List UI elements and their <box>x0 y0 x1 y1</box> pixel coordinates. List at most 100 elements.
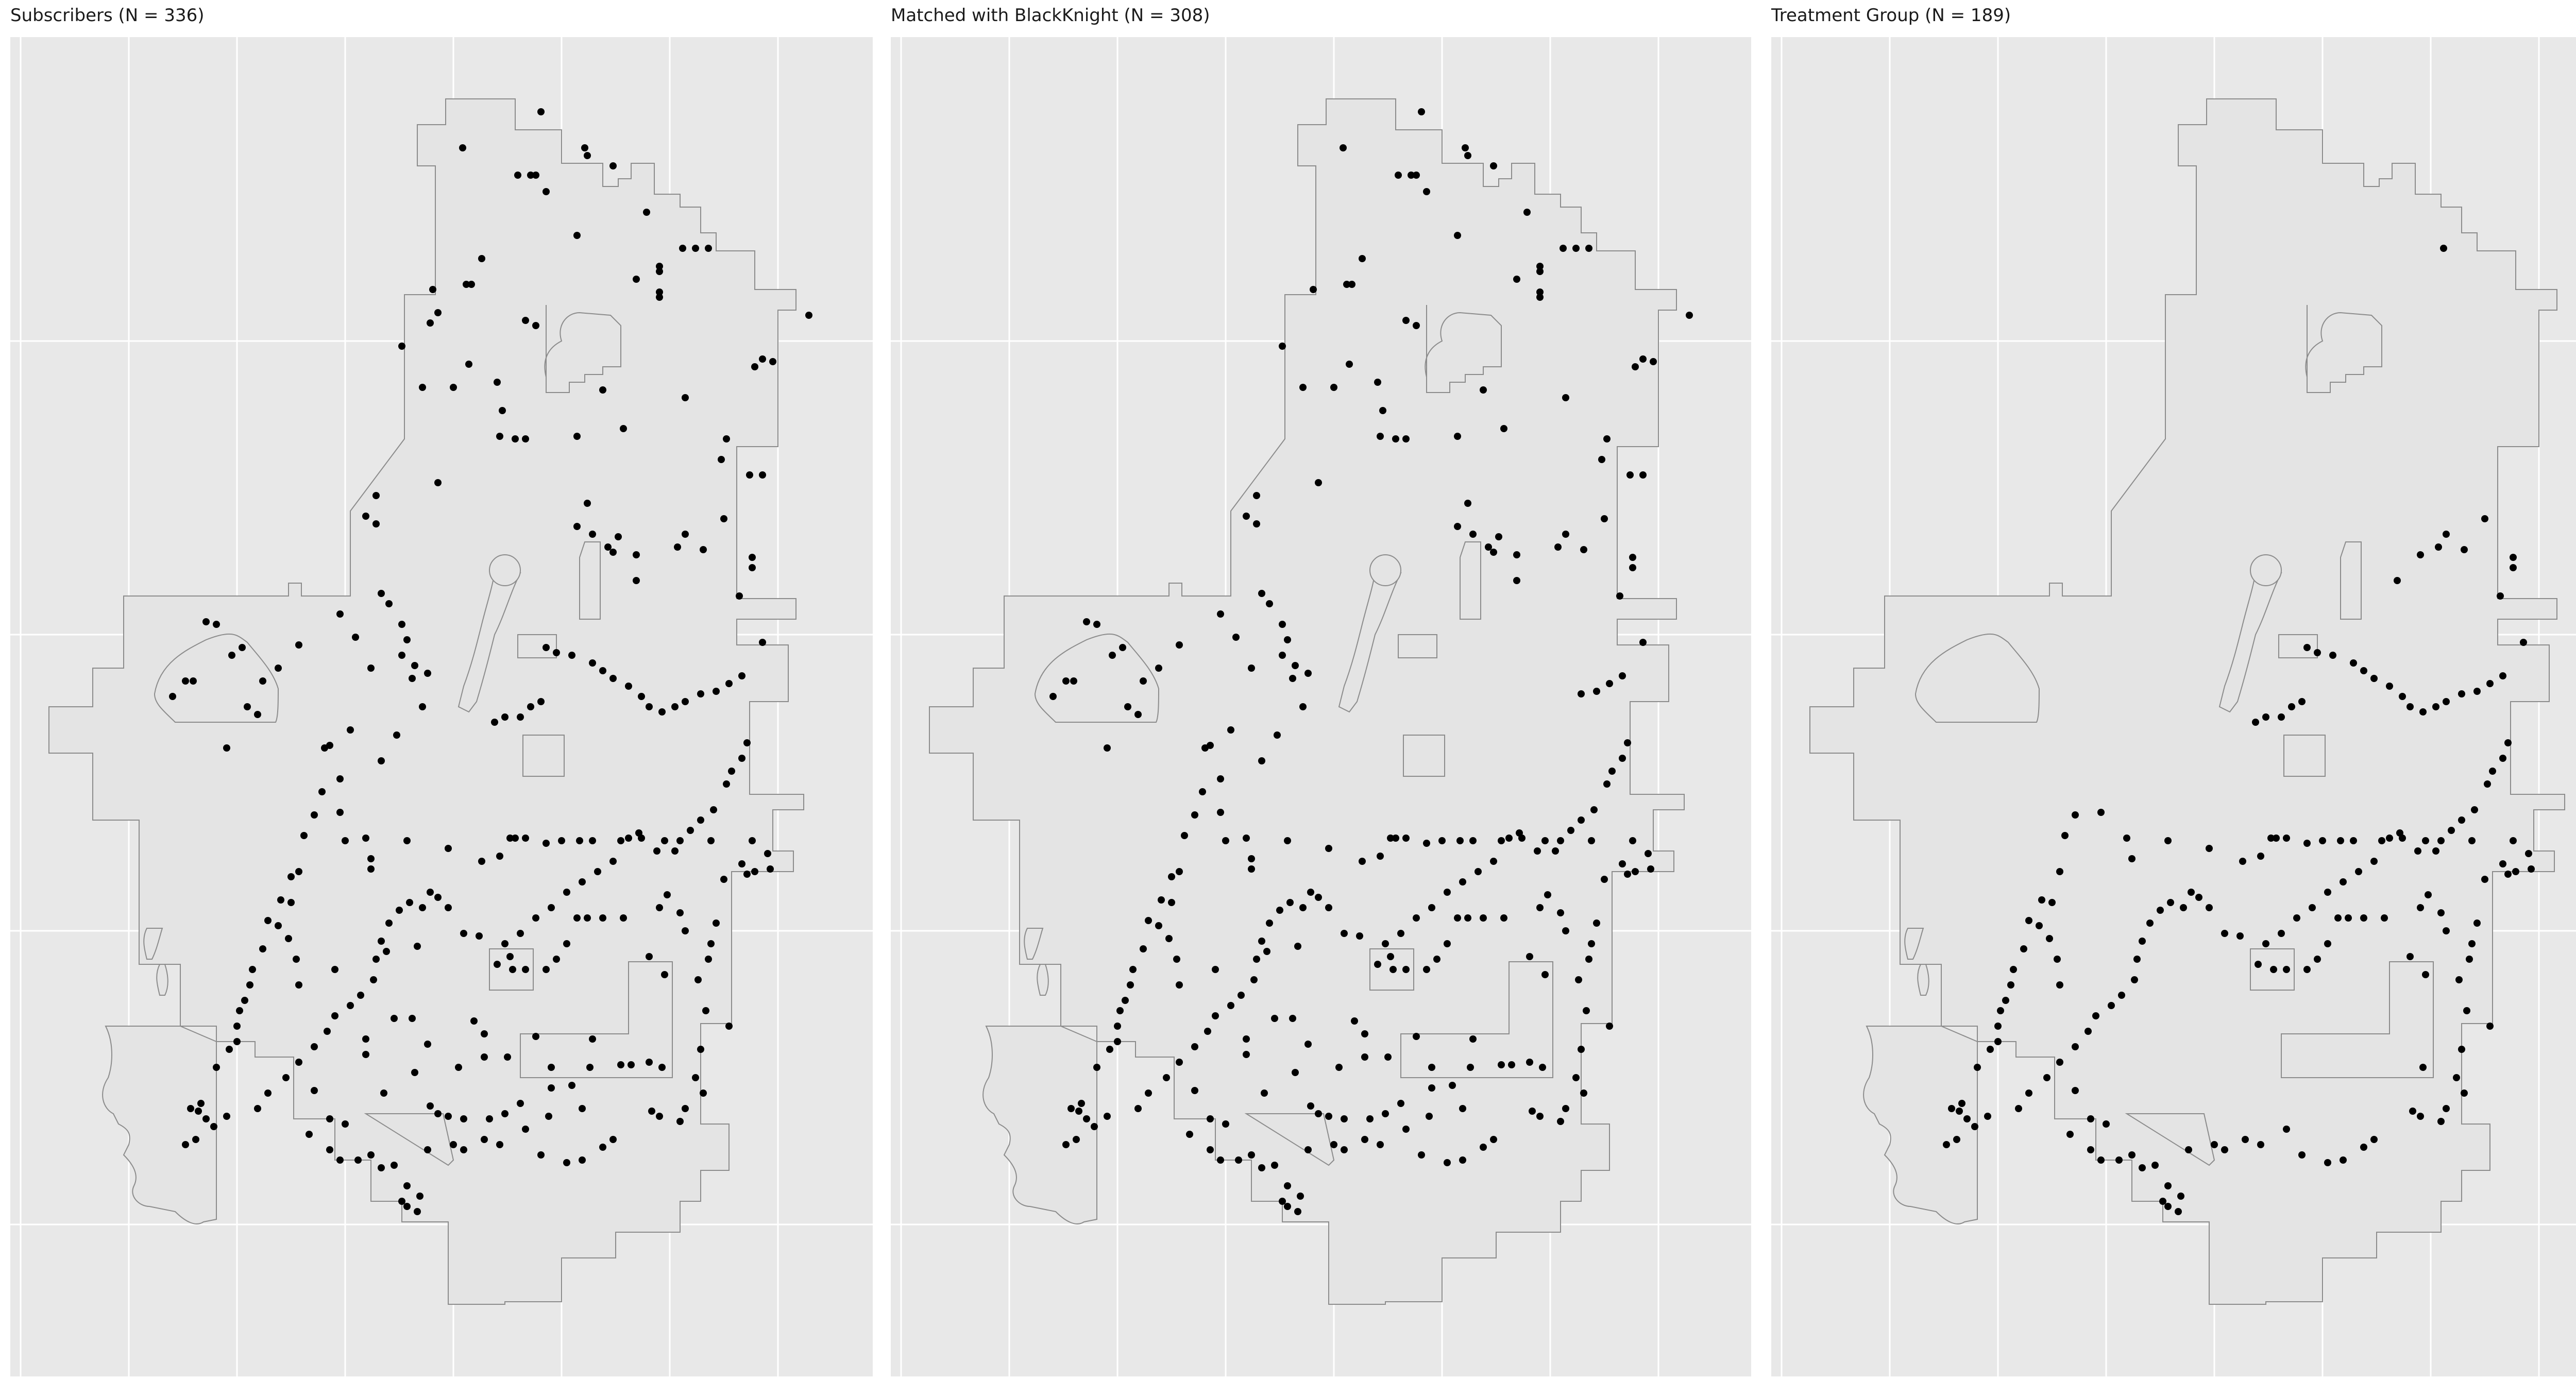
location-point <box>1062 1141 1070 1148</box>
location-point <box>2056 981 2063 989</box>
location-point <box>434 309 442 316</box>
location-point <box>414 1208 421 1215</box>
location-point <box>460 1146 467 1153</box>
location-point <box>2473 688 2481 695</box>
location-point <box>1176 981 1183 989</box>
location-point <box>707 837 715 844</box>
location-point <box>1402 835 1410 842</box>
location-point <box>1650 358 1657 365</box>
location-point <box>1387 835 1394 842</box>
location-point <box>1049 693 1057 700</box>
location-point <box>1191 1087 1198 1094</box>
location-point <box>1423 966 1430 973</box>
location-point <box>1294 1208 1301 1215</box>
location-point <box>573 232 581 239</box>
location-point <box>393 731 400 739</box>
location-point <box>1212 1012 1219 1019</box>
location-point <box>1469 1035 1477 1043</box>
location-point <box>1114 1038 1121 1045</box>
location-point <box>2195 894 2202 901</box>
location-point <box>604 543 612 551</box>
location-point <box>249 966 256 973</box>
location-point <box>702 1007 709 1014</box>
location-point <box>1062 677 1070 685</box>
location-point <box>324 1028 331 1035</box>
location-point <box>1601 515 1608 522</box>
location-point <box>2329 652 2336 659</box>
location-point <box>558 837 565 844</box>
location-point <box>1536 294 1544 301</box>
location-point <box>2056 1059 2063 1066</box>
city-boundary <box>929 98 1685 1305</box>
location-point <box>1402 1126 1410 1133</box>
location-point <box>1480 914 1487 922</box>
location-point <box>749 564 756 571</box>
boundary-inner-edge <box>517 634 557 658</box>
location-point <box>1238 992 1245 999</box>
location-point <box>1588 837 1595 844</box>
location-point <box>728 768 735 775</box>
location-point <box>615 533 622 540</box>
location-point <box>2131 976 2138 983</box>
location-point <box>478 255 485 262</box>
location-point <box>1294 943 1301 950</box>
location-point <box>2025 917 2032 924</box>
location-point <box>751 868 758 875</box>
map-panel-subscribers: Subscribers (N = 336) <box>10 0 873 1396</box>
location-point <box>311 1087 318 1094</box>
location-point <box>1341 930 1348 937</box>
location-point <box>656 268 663 275</box>
location-point <box>2072 811 2079 819</box>
location-point <box>1943 1141 1950 1148</box>
location-point <box>1580 546 1587 553</box>
location-point <box>617 1061 624 1068</box>
location-point <box>1116 1007 1124 1014</box>
location-point <box>1286 899 1294 906</box>
location-point <box>1299 904 1307 911</box>
location-point <box>1284 837 1291 844</box>
location-point <box>1544 891 1551 898</box>
location-point <box>385 920 393 927</box>
location-point <box>1258 938 1265 945</box>
location-point <box>275 665 282 672</box>
location-point <box>403 1203 411 1210</box>
location-point <box>1418 108 1425 115</box>
boundary-inner-edge <box>1398 634 1437 658</box>
location-point <box>195 1108 202 1115</box>
location-point <box>236 1007 243 1014</box>
location-point <box>1212 966 1219 973</box>
location-point <box>522 966 529 973</box>
location-point <box>1513 577 1520 584</box>
location-point <box>2458 816 2465 824</box>
location-point <box>584 152 591 159</box>
location-point <box>2399 835 2406 842</box>
location-point <box>2425 891 2432 898</box>
location-point <box>1359 255 1366 262</box>
location-point <box>1204 1028 1211 1035</box>
location-point <box>403 837 411 844</box>
location-point <box>293 956 300 963</box>
location-point <box>2499 755 2506 762</box>
location-point <box>378 757 385 764</box>
location-point <box>1235 1156 1242 1164</box>
location-point <box>1606 680 1613 687</box>
location-point <box>1366 1115 1374 1122</box>
location-point <box>494 379 501 386</box>
location-point <box>2406 953 2414 960</box>
location-point <box>1122 997 1129 1004</box>
location-point <box>295 981 302 989</box>
location-point <box>576 837 583 844</box>
location-point <box>643 209 650 216</box>
location-point <box>1500 914 1507 922</box>
location-point <box>1361 1030 1368 1037</box>
location-point <box>1454 914 1461 922</box>
location-point <box>2528 865 2535 873</box>
location-point <box>1557 837 1564 844</box>
location-point <box>1423 840 1430 847</box>
location-point <box>563 940 570 947</box>
location-point <box>1274 731 1281 739</box>
location-point <box>527 703 534 710</box>
location-point <box>2048 899 2056 906</box>
location-point <box>2360 667 2367 674</box>
location-point <box>1348 281 1355 288</box>
